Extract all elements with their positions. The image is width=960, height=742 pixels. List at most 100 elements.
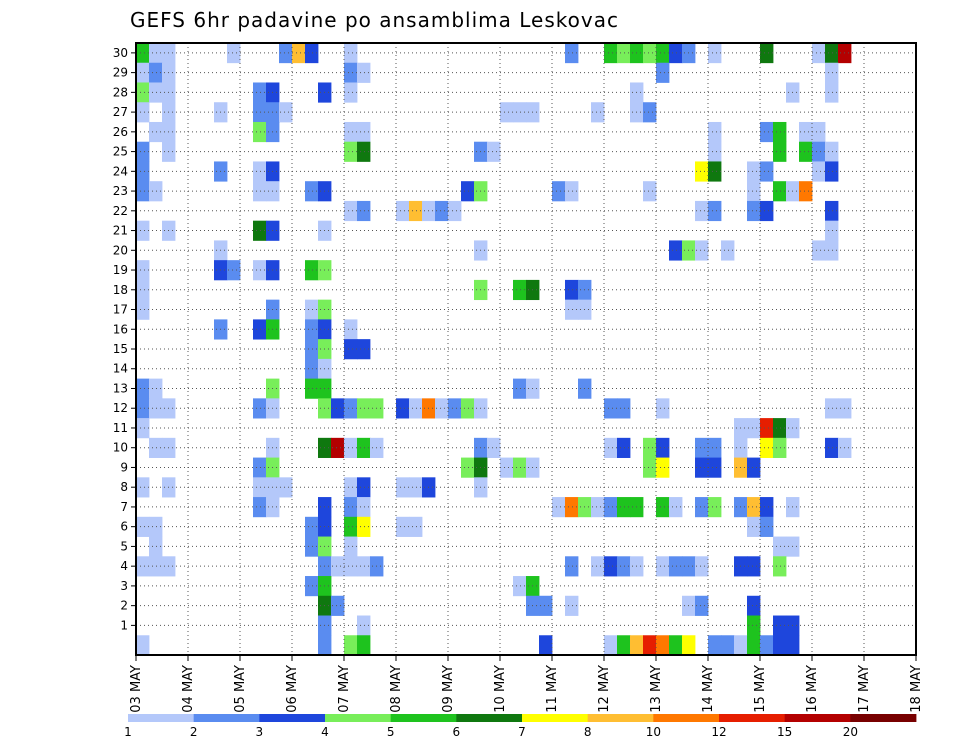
heatmap-cell <box>448 398 462 419</box>
heatmap-cell <box>747 497 761 518</box>
heatmap-cell <box>331 437 345 458</box>
heatmap-cell <box>695 161 709 182</box>
colorbar-swatch <box>259 714 326 722</box>
heatmap-cell <box>305 181 319 202</box>
heatmap-cell <box>344 635 358 656</box>
heatmap-cell <box>695 457 709 478</box>
heatmap-cell <box>136 635 150 656</box>
y-tick-label: 29 <box>113 66 128 80</box>
y-tick-label: 11 <box>113 421 128 435</box>
heatmap-cell <box>136 161 150 182</box>
heatmap-cell <box>656 398 670 419</box>
heatmap-cell <box>656 497 670 518</box>
heatmap-cell <box>136 516 150 537</box>
colorbar-swatch <box>587 714 654 722</box>
heatmap-cell <box>344 437 358 458</box>
heatmap-cell <box>136 141 150 162</box>
colorbar-label: 15 <box>777 725 792 739</box>
heatmap-cell <box>357 62 371 83</box>
colorbar-swatch <box>850 714 917 722</box>
y-tick-label: 16 <box>113 322 128 336</box>
heatmap-cell <box>604 437 618 458</box>
colorbar-label: 10 <box>646 725 661 739</box>
heatmap-cell <box>565 595 579 616</box>
heatmap-cell <box>357 200 371 222</box>
x-tick-label: 03 MAY <box>129 665 144 713</box>
y-tick-label: 9 <box>120 460 128 474</box>
y-tick-label: 17 <box>113 303 128 317</box>
colorbar-swatch <box>193 714 260 722</box>
heatmap-cell <box>773 536 787 557</box>
heatmap-cell <box>344 200 358 222</box>
heatmap-cell <box>747 161 761 182</box>
heatmap-cell <box>305 378 319 399</box>
x-tick-label: 17 MAY <box>857 665 872 713</box>
heatmap-cell <box>760 161 774 182</box>
heatmap-cell <box>773 181 787 202</box>
heatmap-cell <box>825 43 839 64</box>
heatmap-cell <box>747 635 761 656</box>
heatmap-cell <box>136 260 150 281</box>
y-tick-label: 5 <box>120 539 128 553</box>
colorbar-swatch <box>390 714 457 722</box>
heatmap-cell <box>357 121 371 143</box>
heatmap-cell <box>565 556 579 577</box>
heatmap-cell <box>669 43 683 64</box>
heatmap-cell <box>565 43 579 64</box>
heatmap-cell <box>344 121 358 143</box>
x-tick-label: 13 MAY <box>649 665 664 713</box>
heatmap-cell <box>357 339 371 360</box>
heatmap-cell <box>747 595 761 616</box>
heatmap-cell <box>149 536 163 557</box>
heatmap-cell <box>604 43 618 64</box>
heatmap-cell <box>617 398 631 419</box>
x-tick-label: 18 MAY <box>909 665 924 713</box>
heatmap-cell <box>344 82 358 103</box>
heatmap-cell <box>357 556 371 577</box>
heatmap-cell <box>760 497 774 518</box>
heatmap-cell <box>695 595 709 616</box>
heatmap-cell <box>825 82 839 103</box>
y-tick-label: 13 <box>113 381 128 395</box>
heatmap-cell <box>409 200 423 222</box>
heatmap-cell <box>487 437 501 458</box>
heatmap-cell <box>617 556 631 577</box>
heatmap-cell <box>305 43 319 64</box>
colorbar-swatch <box>456 714 523 722</box>
heatmap-cell <box>253 497 267 518</box>
colorbar-label: 5 <box>387 725 395 739</box>
colorbar-label: 7 <box>518 725 526 739</box>
heatmap-cell <box>669 556 683 577</box>
heatmap-cell <box>721 240 735 261</box>
heatmap-cell <box>656 556 670 577</box>
heatmap-cell <box>357 477 371 498</box>
y-tick-label: 18 <box>113 283 128 297</box>
colorbar-label: 2 <box>190 725 198 739</box>
heatmap-cell <box>643 102 657 123</box>
heatmap-cell <box>669 497 683 518</box>
heatmap-cell <box>357 516 371 537</box>
heatmap-cell <box>669 240 683 261</box>
heatmap-cell <box>565 181 579 202</box>
heatmap-cell <box>136 43 150 64</box>
heatmap-cell <box>136 378 150 399</box>
heatmap-cell <box>136 398 150 419</box>
y-tick-label: 23 <box>113 184 128 198</box>
heatmap-cell <box>136 181 150 202</box>
heatmap-cell <box>305 536 319 557</box>
heatmap-cell <box>253 161 267 182</box>
y-tick-label: 21 <box>113 224 128 238</box>
heatmap-cell <box>760 121 774 143</box>
heatmap-cell <box>357 398 371 419</box>
colorbar-swatch <box>653 714 720 722</box>
heatmap-cell <box>279 102 293 123</box>
heatmap-cell <box>227 43 241 64</box>
heatmap-cell <box>552 497 566 518</box>
y-tick-label: 25 <box>113 145 128 159</box>
colorbar-label: 12 <box>711 725 726 739</box>
heatmap-cell <box>825 220 839 241</box>
heatmap-cell <box>760 43 774 64</box>
heatmap-cell <box>643 43 657 64</box>
heatmap-cell <box>747 516 761 537</box>
